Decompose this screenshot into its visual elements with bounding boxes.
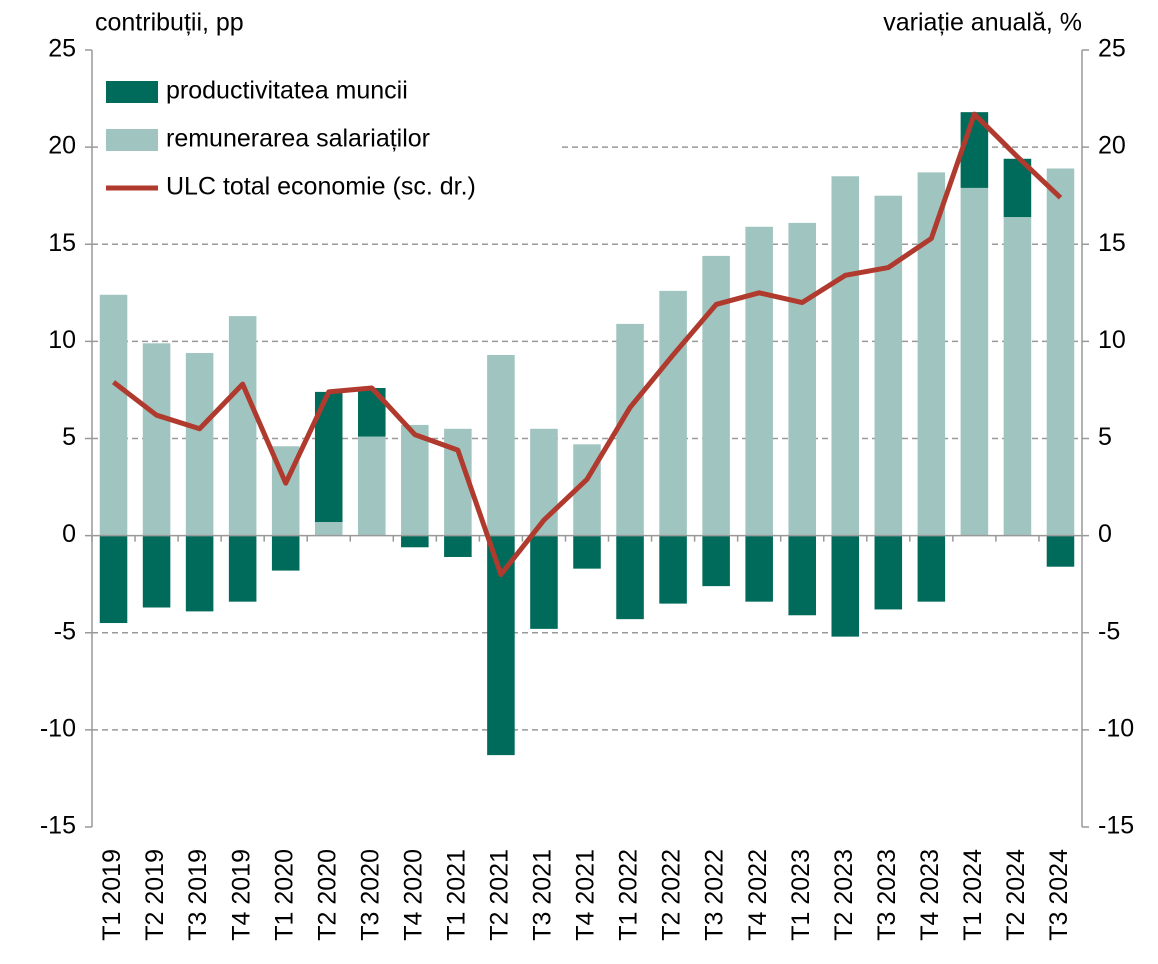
bar (960, 187, 989, 536)
bar (616, 323, 644, 536)
y2-tick-label: -5 (1098, 617, 1120, 645)
legend-bg (100, 62, 560, 222)
y-tick-label: 15 (48, 229, 76, 257)
x-tick-label: T2 2019 (141, 849, 169, 941)
x-tick-label: T4 2022 (744, 849, 772, 941)
x-tick-label: T1 2021 (442, 849, 470, 941)
bar (142, 535, 171, 608)
y2-tick-label: 0 (1098, 520, 1112, 548)
y2-tick-label: -10 (1098, 714, 1134, 742)
x-tick-label: T4 2020 (399, 849, 427, 941)
y2-tick-label: 10 (1098, 326, 1126, 354)
legend-label: remunerarea salariaților (166, 125, 430, 153)
bar (185, 353, 214, 536)
bar (99, 535, 128, 624)
bar (314, 522, 343, 536)
bar (831, 176, 860, 536)
bar (573, 535, 601, 569)
x-tick-label: T4 2023 (916, 849, 944, 941)
bar (745, 226, 773, 536)
x-tick-label: T1 2022 (615, 849, 643, 941)
legend-swatch (106, 81, 158, 103)
y-tick-label: -15 (40, 812, 76, 840)
bar (1046, 535, 1075, 567)
bar (788, 535, 816, 616)
bar (702, 255, 730, 536)
x-tick-label: T2 2023 (830, 849, 858, 941)
y-tick-label: 10 (48, 326, 76, 354)
y-tick-label: 5 (62, 423, 76, 451)
y-tick-label: 0 (62, 520, 76, 548)
y-tick-label: 25 (48, 35, 76, 63)
bar (530, 535, 558, 629)
legend-swatch (106, 129, 158, 151)
bar (788, 222, 816, 536)
y2-tick-label: 20 (1098, 132, 1126, 160)
x-tick-label: T2 2021 (486, 849, 514, 941)
y2-tick-label: 15 (1098, 229, 1126, 257)
y-axis-title: contribuții, pp (95, 9, 244, 37)
bar (1003, 217, 1032, 536)
y2-tick-label: 5 (1098, 423, 1112, 451)
bar (185, 535, 214, 612)
bar (444, 535, 472, 557)
bar (228, 535, 257, 602)
y2-axis-title: variație anuală, % (883, 9, 1082, 37)
bar (271, 535, 300, 571)
bar (702, 535, 730, 587)
bar (917, 172, 946, 536)
x-tick-label: T3 2021 (529, 849, 557, 941)
x-tick-label: T3 2023 (873, 849, 901, 941)
x-tick-label: T3 2022 (701, 849, 729, 941)
bar (228, 316, 257, 536)
x-tick-label: T4 2021 (572, 849, 600, 941)
x-tick-label: T1 2020 (270, 849, 298, 941)
x-tick-label: T1 2024 (959, 849, 987, 941)
bar (1046, 168, 1075, 536)
bar (358, 436, 386, 536)
legend-label: productivitatea muncii (166, 77, 408, 105)
bar (487, 354, 515, 536)
y-tick-label: -5 (54, 617, 76, 645)
legend: productivitatea muncii remunerarea salari… (100, 62, 560, 222)
bar (874, 535, 903, 610)
bar (659, 535, 687, 604)
bar (401, 535, 429, 548)
x-tick-label: T1 2023 (787, 849, 815, 941)
x-tick-label: T1 2019 (98, 849, 126, 941)
x-tick-label: T2 2024 (1002, 849, 1030, 941)
x-tick-label: T3 2024 (1045, 849, 1073, 941)
legend-label: ULC total economie (sc. dr.) (166, 173, 476, 201)
bar (745, 535, 773, 602)
bar (401, 424, 429, 536)
line (112, 111, 1063, 577)
bar (874, 195, 903, 536)
bar (99, 294, 128, 536)
y2-tick-label: -15 (1098, 812, 1134, 840)
bar (659, 290, 687, 536)
x-tick-label: T2 2022 (658, 849, 686, 941)
x-tick-label: T2 2020 (313, 849, 341, 941)
bar (917, 535, 946, 602)
x-tick-label: T4 2019 (227, 849, 255, 941)
y-tick-label: 20 (48, 132, 76, 160)
y2-tick-label: 25 (1098, 35, 1126, 63)
x-tick-label: T3 2020 (356, 849, 384, 941)
x-tick-label: T3 2019 (184, 849, 212, 941)
bar (142, 343, 171, 536)
y-tick-label: -10 (40, 714, 76, 742)
bar (616, 535, 644, 620)
bar (831, 535, 860, 637)
